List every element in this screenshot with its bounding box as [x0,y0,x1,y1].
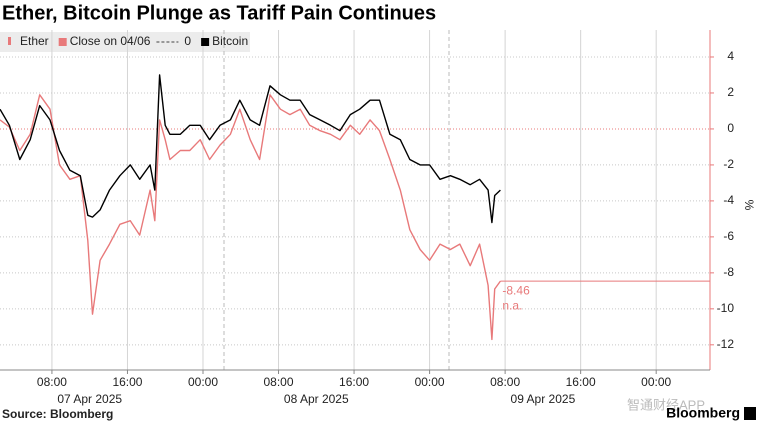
watermark: 智通财经APP [627,397,705,412]
x-tick-label: 08:00 [490,375,520,389]
legend-value: 0 [184,34,191,48]
y-tick-label: -12 [717,337,735,351]
y-tick-label: 2 [727,85,734,99]
y-tick-label: -2 [723,157,734,171]
last-label: n.a. [502,298,522,312]
legend-swatch [201,38,210,46]
x-tick-label: 16:00 [566,375,596,389]
y-axis-label: % [742,200,756,211]
legend-box [0,32,250,52]
date-label: 09 Apr 2025 [511,392,576,406]
source: Source: Bloomberg [2,407,113,421]
brand: Bloomberg [666,405,740,421]
series-line [0,74,501,224]
date-label: 07 Apr 2025 [57,392,122,406]
series-line [0,94,501,341]
y-tick-label: -10 [717,301,735,315]
legend-label: Bitcoin [212,34,248,48]
y-tick-label: -6 [723,229,734,243]
x-tick-label: 00:00 [415,375,445,389]
x-tick-label: 16:00 [112,375,142,389]
x-tick-label: 00:00 [188,375,218,389]
legend-swatch [8,37,11,45]
y-tick-label: -8 [723,265,734,279]
x-tick-label: 16:00 [339,375,369,389]
x-tick-label: 00:00 [641,375,671,389]
y-tick-label: -4 [723,193,734,207]
y-tick-label: 4 [727,49,734,63]
x-tick-label: 08:00 [264,375,294,389]
legend-label: Ether [20,34,49,48]
y-tick-label: 0 [727,121,734,135]
brand-icon [744,407,756,420]
legend-swatch [58,38,67,46]
date-label: 08 Apr 2025 [284,392,349,406]
chart-title: Ether, Bitcoin Plunge as Tariff Pain Con… [2,2,436,24]
last-label: -8.46 [502,283,530,297]
legend-label: Close on 04/06 [70,34,151,48]
x-tick-label: 08:00 [37,375,67,389]
